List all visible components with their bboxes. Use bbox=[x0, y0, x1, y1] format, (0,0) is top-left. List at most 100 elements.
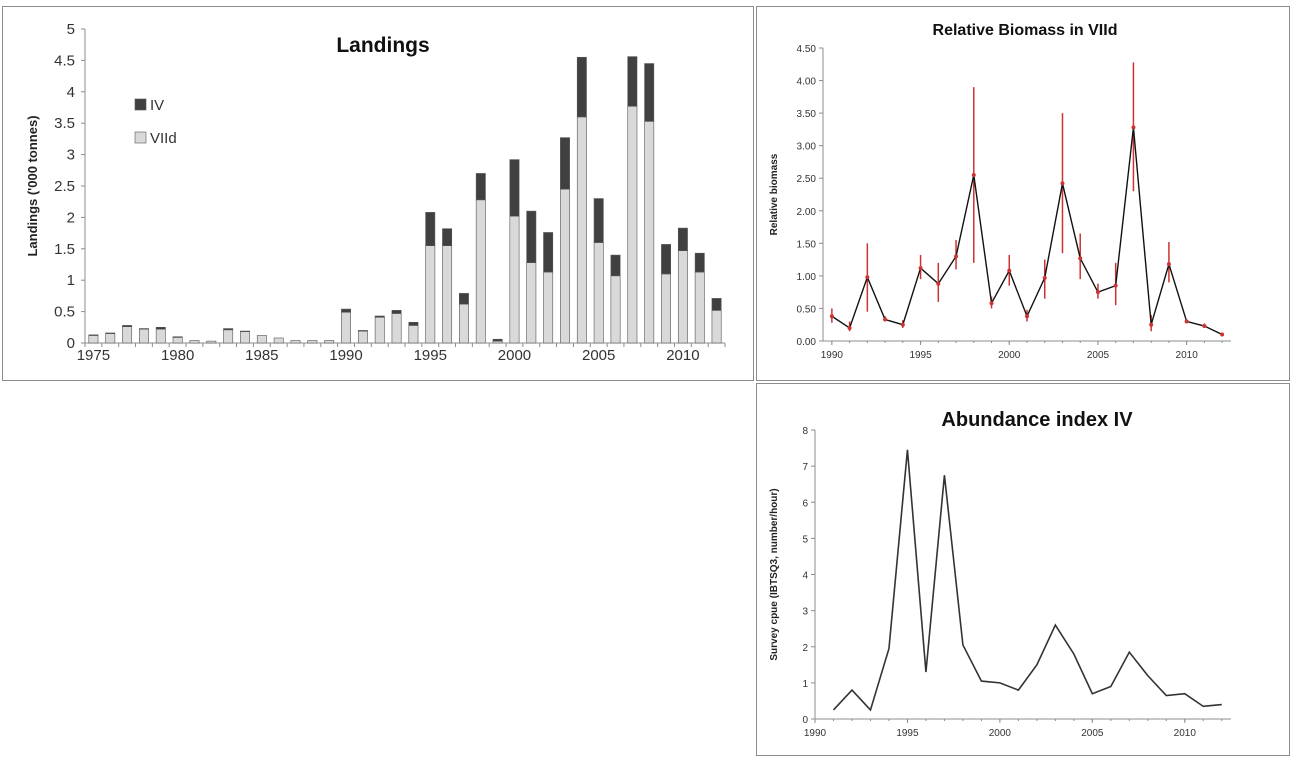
bar-viid-2000 bbox=[509, 215, 520, 344]
series-line bbox=[831, 127, 1223, 336]
y-tick-label: 1.00 bbox=[797, 272, 817, 283]
chart-title: Relative Biomass in VIId bbox=[933, 22, 1118, 39]
data-point-2010 bbox=[1184, 319, 1189, 324]
bar-iv-2003 bbox=[560, 137, 570, 190]
data-point-2002 bbox=[1042, 275, 1047, 280]
x-tick-label: 1990 bbox=[329, 347, 362, 364]
y-tick-label: 0.5 bbox=[54, 304, 75, 321]
bar-viid-2009 bbox=[661, 273, 671, 344]
bar-viid-2006 bbox=[610, 275, 621, 344]
data-point-1993 bbox=[883, 317, 888, 322]
y-tick-label: 7 bbox=[802, 462, 808, 473]
bar-viid-1992 bbox=[374, 316, 385, 344]
chart-title: Landings bbox=[336, 34, 429, 57]
bar-iv-2002 bbox=[543, 232, 554, 273]
y-tick-label: 4.50 bbox=[797, 44, 817, 55]
bar-viid-2011 bbox=[694, 271, 705, 344]
data-point-2004 bbox=[1078, 256, 1083, 261]
y-tick-label: 2.50 bbox=[797, 174, 817, 185]
chart-title: Abundance index IV bbox=[941, 409, 1133, 431]
bar-viid-1988 bbox=[307, 340, 318, 344]
series-line bbox=[832, 449, 1222, 712]
bar-viid-2001 bbox=[526, 262, 537, 344]
data-point-2003 bbox=[1060, 181, 1065, 186]
bar-iv-1993 bbox=[391, 310, 402, 314]
x-tick-label: 2005 bbox=[1081, 728, 1104, 739]
x-tick-label: 2000 bbox=[998, 350, 1021, 361]
data-point-1991 bbox=[847, 325, 852, 330]
data-point-1994 bbox=[900, 322, 905, 327]
data-point-2006 bbox=[1113, 283, 1118, 288]
x-tick-label: 1995 bbox=[896, 728, 919, 739]
y-tick-label: 1 bbox=[67, 272, 75, 289]
legend-swatch-iv bbox=[134, 98, 147, 111]
y-tick-label: 3.50 bbox=[797, 109, 817, 120]
y-tick-label: 3.5 bbox=[54, 115, 75, 132]
bar-viid-2003 bbox=[560, 188, 570, 344]
bar-iv-1996 bbox=[442, 228, 453, 246]
x-tick-label: 1990 bbox=[804, 728, 827, 739]
bar-viid-1977 bbox=[122, 326, 133, 344]
x-tick-label: 2000 bbox=[498, 347, 531, 364]
y-tick-label: 4.00 bbox=[797, 77, 817, 88]
data-point-1996 bbox=[936, 281, 941, 286]
bar-iv-1979 bbox=[155, 326, 166, 330]
legend-label-iv: IV bbox=[150, 97, 164, 114]
bar-iv-1983 bbox=[223, 328, 234, 331]
data-point-2012 bbox=[1220, 332, 1225, 337]
bar-iv-2004 bbox=[576, 56, 587, 118]
landings-chart-panel: 0 0.5 1 1.5 2 2.5 3 3.5 4 4.5 5 1975 1980 1985 1990 199… bbox=[2, 6, 754, 381]
y-tick-label: 1.50 bbox=[797, 239, 817, 250]
bar-iv-2011 bbox=[694, 252, 705, 273]
x-tick-label: 1980 bbox=[161, 347, 194, 364]
y-tick-label: 4 bbox=[802, 571, 808, 582]
bar-viid-1980 bbox=[172, 337, 183, 344]
bar-viid-1995 bbox=[425, 245, 436, 344]
y-tick-label: 0 bbox=[802, 715, 808, 726]
x-tick-label: 2010 bbox=[1174, 728, 1197, 739]
bar-viid-1984 bbox=[240, 331, 250, 344]
bar-viid-1990 bbox=[341, 311, 351, 344]
y-tick-label: 0 bbox=[67, 335, 75, 352]
bar-viid-2007 bbox=[627, 105, 638, 344]
bar-iv-1984 bbox=[240, 330, 250, 332]
bar-iv-2007 bbox=[627, 56, 638, 107]
data-point-1995 bbox=[918, 266, 923, 271]
y-tick-label: 2 bbox=[802, 643, 808, 654]
bar-iv-2008 bbox=[644, 63, 655, 122]
data-point-1997 bbox=[954, 254, 959, 259]
data-point-2007 bbox=[1131, 125, 1136, 130]
bar-iv-1997 bbox=[459, 293, 469, 305]
bar-viid-2002 bbox=[543, 271, 554, 344]
bar-viid-1998 bbox=[475, 199, 486, 344]
bar-viid-1983 bbox=[223, 329, 234, 344]
bar-viid-2010 bbox=[677, 250, 688, 344]
data-point-2008 bbox=[1149, 322, 1154, 327]
bar-viid-1979 bbox=[155, 328, 166, 344]
bar-viid-1993 bbox=[391, 313, 402, 344]
bar-viid-1978 bbox=[139, 328, 149, 344]
bar-viid-1981 bbox=[189, 340, 200, 344]
y-tick-label: 0.00 bbox=[797, 337, 817, 348]
bar-viid-1991 bbox=[357, 330, 368, 344]
x-tick-label: 2005 bbox=[582, 347, 615, 364]
y-tick-label: 4.5 bbox=[54, 52, 75, 69]
bar-viid-2004 bbox=[576, 116, 587, 344]
data-point-1999 bbox=[989, 301, 994, 306]
y-tick-label: 2.5 bbox=[54, 178, 75, 195]
bar-iv-1994 bbox=[408, 321, 419, 326]
bar-viid-1989 bbox=[324, 340, 335, 344]
bar-iv-2005 bbox=[593, 198, 604, 243]
bar-viid-1987 bbox=[290, 340, 301, 344]
bar-iv-1992 bbox=[374, 315, 385, 318]
x-tick-label: 1995 bbox=[909, 350, 932, 361]
bar-iv-1976 bbox=[105, 332, 116, 334]
bar-viid-1997 bbox=[459, 303, 469, 344]
bar-iv-2009 bbox=[661, 244, 671, 275]
y-tick-label: 2 bbox=[67, 209, 75, 226]
y-tick-label: 2.00 bbox=[797, 207, 817, 218]
y-tick-label: 1 bbox=[802, 679, 808, 690]
legend-swatch-viid bbox=[134, 131, 147, 144]
bar-viid-2012 bbox=[711, 310, 722, 344]
data-point-1990 bbox=[829, 314, 834, 319]
